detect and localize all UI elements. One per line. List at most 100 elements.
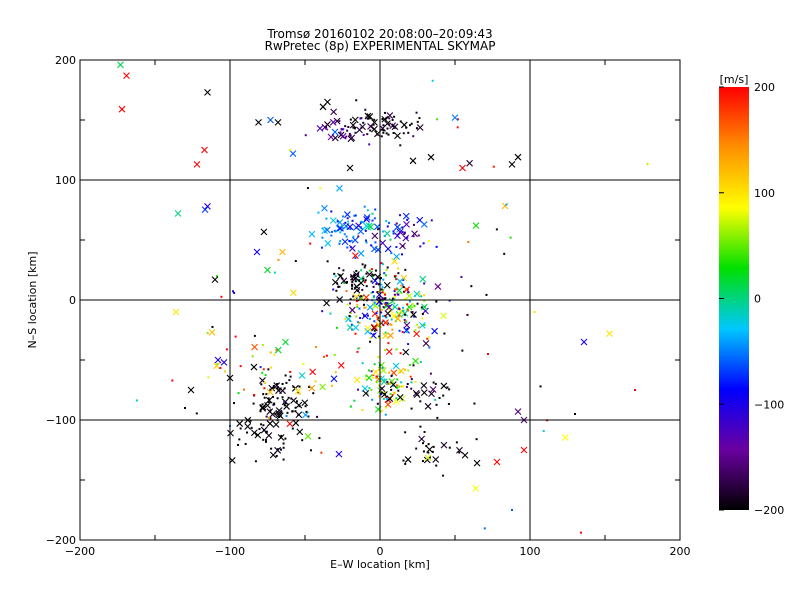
echo-cross-marker: [371, 324, 378, 332]
echo-dot-marker: [334, 371, 337, 374]
echo-dot-marker: [352, 295, 355, 298]
echo-cross-marker: [329, 118, 337, 126]
echo-dot-marker: [414, 380, 417, 383]
echo-dot-marker: [345, 281, 348, 284]
echo-dot-marker: [360, 269, 363, 272]
echo-dot-marker: [325, 217, 328, 220]
echo-dot-marker: [354, 131, 357, 134]
echo-dot-marker: [301, 439, 304, 442]
echo-dot-marker: [339, 274, 342, 277]
echo-cross-marker: [371, 245, 378, 253]
echo-dot-marker: [309, 449, 312, 452]
echo-dot-marker: [265, 430, 268, 433]
echo-dot-marker: [397, 267, 400, 270]
echo-dot-marker: [400, 381, 403, 384]
echo-cross-marker: [580, 338, 588, 346]
echo-cross-marker: [266, 388, 274, 396]
echo-dot-marker: [533, 311, 536, 313]
echo-cross-marker: [431, 327, 438, 335]
echo-cross-marker: [265, 396, 273, 404]
echo-dot-marker: [399, 291, 402, 294]
echo-cross-marker: [351, 236, 359, 244]
echo-dot-marker: [415, 447, 418, 450]
echo-cross-marker: [301, 399, 309, 407]
echo-dot-marker: [358, 321, 361, 324]
echo-cross-marker: [357, 250, 365, 257]
echo-dot-marker: [373, 363, 376, 366]
echo-dot-marker: [359, 296, 362, 299]
echo-dot-marker: [356, 303, 359, 306]
echo-dot-marker: [402, 459, 405, 462]
echo-dot-marker: [458, 451, 461, 454]
echo-cross-marker: [346, 324, 354, 331]
echo-dot-marker: [393, 290, 396, 293]
echo-cross-marker: [255, 119, 262, 126]
echo-dot-marker: [435, 300, 438, 303]
echo-cross-marker: [420, 382, 428, 389]
echo-dot-marker: [392, 232, 395, 235]
axis-ticks-layer: −200 −100 0 100 200 200 100 0 −100 −200: [46, 54, 691, 558]
echo-dot-marker: [376, 316, 379, 319]
echo-dot-marker: [390, 318, 393, 321]
echo-cross-marker: [440, 382, 448, 390]
echo-dot-marker: [388, 382, 391, 385]
echo-dot-marker: [348, 132, 351, 135]
echo-dot-marker: [413, 304, 416, 307]
echo-dot-marker: [261, 371, 264, 374]
echo-dot-marker: [370, 268, 373, 271]
echo-dot-marker: [305, 410, 308, 413]
echo-dot-marker: [171, 379, 174, 382]
echo-dot-marker: [195, 412, 198, 415]
echo-dot-marker: [375, 376, 378, 379]
echo-dot-marker: [413, 315, 416, 318]
echo-cross-marker: [413, 290, 421, 298]
echo-dot-marker: [416, 323, 419, 326]
echo-dot-marker: [254, 460, 257, 463]
echo-dot-marker: [380, 283, 383, 286]
echo-dot-marker: [211, 325, 214, 328]
echo-dot-marker: [378, 368, 381, 371]
echo-dot-marker: [384, 349, 387, 352]
echo-dot-marker: [485, 293, 488, 296]
echo-cross-marker: [308, 384, 316, 392]
echo-dot-marker: [351, 280, 354, 283]
echo-dot-marker: [383, 272, 386, 275]
echo-cross-marker: [275, 411, 283, 419]
echo-dot-marker: [295, 400, 298, 403]
echo-cross-marker: [349, 121, 357, 129]
echo-dot-marker: [394, 274, 397, 277]
echo-dot-marker: [412, 364, 415, 367]
echo-cross-marker: [321, 204, 328, 212]
echo-dot-marker: [456, 118, 459, 121]
echo-dot-marker: [405, 126, 408, 129]
echo-dot-marker: [386, 266, 389, 269]
echo-dot-marker: [385, 274, 388, 277]
echo-dot-marker: [401, 306, 404, 309]
echo-dot-marker: [388, 221, 391, 224]
echo-dot-marker: [307, 415, 310, 418]
echo-dot-marker: [386, 225, 389, 228]
echo-cross-marker: [362, 389, 370, 397]
echo-cross-marker: [251, 343, 258, 351]
echo-cross-marker: [351, 116, 359, 124]
echo-dot-marker: [364, 377, 367, 380]
echo-dot-marker: [381, 409, 384, 412]
echo-cross-marker: [432, 456, 440, 463]
echo-dot-marker: [288, 379, 291, 382]
echo-dot-marker: [338, 267, 341, 270]
echo-cross-marker: [493, 458, 501, 466]
echo-dot-marker: [354, 214, 357, 217]
echo-dot-marker: [370, 370, 373, 373]
echo-dot-marker: [265, 393, 268, 396]
echo-dot-marker: [422, 242, 425, 245]
echo-dot-marker: [425, 445, 428, 448]
echo-dot-marker: [375, 375, 378, 378]
x-axis-label: E–W location [km]: [330, 558, 430, 571]
echo-dot-marker: [252, 402, 255, 405]
echo-dot-marker: [361, 409, 364, 412]
echo-dot-marker: [280, 434, 283, 437]
echo-dot-marker: [358, 347, 361, 350]
echo-dot-marker: [377, 325, 380, 328]
echo-cross-marker: [451, 114, 459, 121]
echo-cross-marker: [339, 132, 347, 140]
